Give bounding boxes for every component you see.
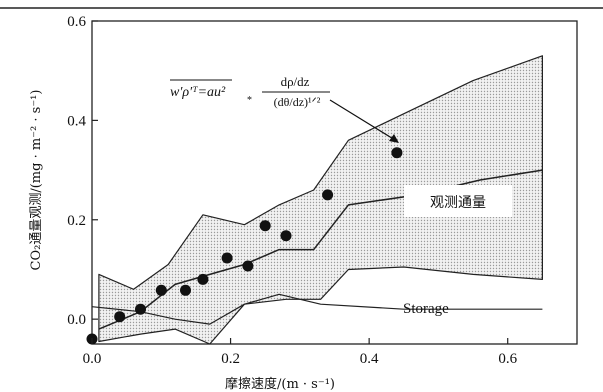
formula-numerator: dρ/dz [281, 74, 310, 89]
y-tick-label: 0.2 [67, 213, 86, 229]
y-tick-label: 0.6 [67, 14, 86, 30]
x-axis: 0.0 0.2 0.4 0.6 [83, 338, 518, 367]
data-point [281, 230, 292, 241]
data-point [156, 285, 167, 296]
data-point [135, 304, 146, 315]
y-tick-label: 0.0 [67, 312, 86, 328]
data-point [391, 147, 402, 158]
x-tick-label: 0.0 [83, 351, 102, 367]
data-point [260, 220, 271, 231]
data-point [242, 261, 253, 272]
band-label: 观测通量 [430, 195, 486, 211]
data-point [322, 189, 333, 200]
data-point [180, 285, 191, 296]
y-tick-label: 0.4 [67, 113, 86, 129]
data-point [114, 311, 125, 322]
x-axis-title: 摩擦速度/(m · s⁻¹) [225, 376, 335, 392]
x-tick-label: 0.4 [360, 351, 379, 367]
storage-label: Storage [403, 301, 449, 317]
formula-denominator: (dθ/dz)¹ᐟ² [274, 95, 321, 109]
data-point [222, 253, 233, 264]
y-axis-title: CO₂通量观测/(mg · m⁻² · s⁻¹) [29, 90, 44, 271]
x-tick-label: 0.2 [221, 351, 240, 367]
data-point [197, 274, 208, 285]
formula-lhs: w′ρ′ᵀ=au² [170, 85, 226, 100]
x-tick-label: 0.6 [498, 351, 517, 367]
formula-subscript: * [247, 95, 252, 106]
y-axis: 0.0 0.2 0.4 0.6 [67, 14, 98, 328]
